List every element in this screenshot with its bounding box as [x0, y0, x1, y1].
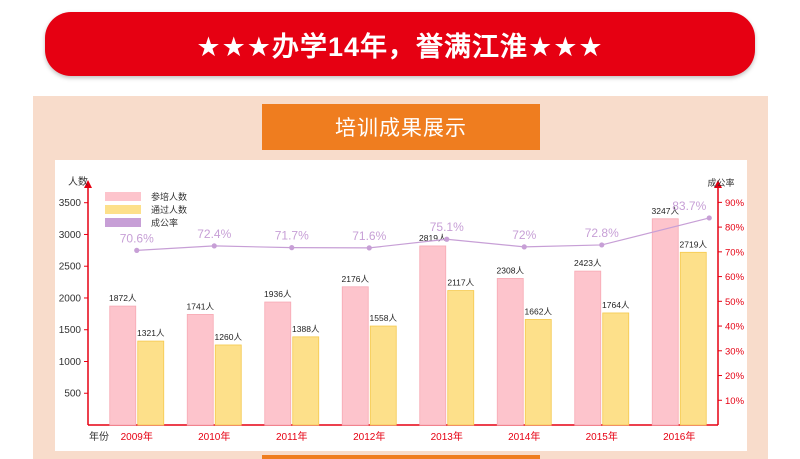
rate-point-label: 71.7% — [275, 229, 309, 243]
rate-point-label: 71.6% — [352, 229, 386, 243]
bar-pass-label: 1662人 — [525, 306, 553, 316]
rate-point-label: 70.6% — [120, 231, 154, 245]
bar-pass — [369, 325, 397, 426]
bar-pass-label: 1558人 — [370, 313, 398, 323]
bar-attend — [264, 301, 292, 426]
section-title-box: 培训成果展示 — [262, 104, 540, 150]
bar-pass — [679, 251, 707, 426]
bar-attend-label: 1741人 — [187, 301, 215, 311]
bar-attend-label: 2819人 — [419, 233, 447, 243]
legend-attend-label: 参培人数 — [151, 191, 187, 202]
legend-rate-swatch — [105, 218, 141, 227]
rate-point-label: 72.8% — [585, 226, 619, 240]
y-right-tick-label: 80% — [725, 223, 745, 234]
rate-point — [134, 247, 140, 253]
x-tick-label: 2014年 — [508, 430, 540, 443]
bar-pass-label: 1388人 — [292, 324, 320, 334]
legend-attend-swatch — [105, 192, 141, 201]
rate-point — [599, 242, 605, 248]
next-section-edge — [262, 455, 540, 459]
legend-pass-label: 通过人数 — [151, 204, 187, 215]
x-tick-label: 2016年 — [663, 430, 695, 443]
rate-point-label: 83.7% — [672, 199, 706, 213]
bar-attend-label: 1936人 — [264, 289, 292, 299]
rate-point — [444, 236, 450, 242]
bar-pass — [137, 340, 165, 426]
bar-attend — [651, 218, 679, 426]
bar-pass-label: 1321人 — [137, 328, 165, 338]
bar-attend-label: 2308人 — [497, 265, 525, 275]
y-left-tick-label: 3500 — [59, 198, 82, 209]
bar-attend-label: 3247人 — [652, 206, 680, 216]
bar-pass — [602, 312, 630, 426]
y-right-tick-label: 50% — [725, 297, 745, 308]
right-axis-arrow — [714, 180, 722, 188]
y-left-tick-label: 1000 — [59, 357, 82, 368]
y-right-tick-label: 60% — [725, 272, 745, 283]
y-left-tick-label: 1500 — [59, 325, 82, 336]
y-right-axis-title: 成公率 — [707, 177, 734, 188]
y-left-tick-label: 2500 — [59, 262, 82, 273]
section-title: 培训成果展示 — [335, 117, 467, 140]
rate-point — [211, 243, 217, 249]
bar-pass — [292, 336, 320, 426]
banner-title: ★★★办学14年，誉满江淮★★★ — [196, 31, 604, 62]
legend-pass-swatch — [105, 205, 141, 214]
bar-attend — [574, 270, 602, 426]
bar-pass-label: 2117人 — [447, 278, 474, 288]
bar-attend-label: 1872人 — [109, 293, 137, 303]
y-right-tick-label: 40% — [725, 322, 745, 333]
rate-point — [521, 244, 527, 250]
bar-attend — [109, 305, 137, 426]
chart-container: 人数 成公率 年份 500 1000 1500 2000 2500 3000 3500 10% 20%… — [55, 160, 747, 451]
bar-attend — [341, 286, 369, 426]
x-tick-label: 2013年 — [431, 430, 463, 443]
rate-point — [366, 245, 372, 251]
y-right-tick-label: 90% — [725, 198, 745, 209]
x-tick-label: 2012年 — [353, 430, 385, 443]
legend-rate-label: 成公率 — [151, 217, 178, 228]
y-right-tick-label: 20% — [725, 371, 745, 382]
y-left-axis-title: 人数 — [68, 175, 88, 188]
x-tick-label: 2009年 — [121, 430, 153, 443]
rate-point-label: 72.4% — [197, 227, 231, 241]
bar-pass — [447, 290, 475, 426]
left-axis-arrow — [84, 180, 92, 188]
bar-pass-label: 1764人 — [602, 300, 630, 310]
bar-attend-label: 2176人 — [342, 274, 370, 284]
rate-point-label: 72% — [512, 228, 536, 242]
y-left-tick-label: 2000 — [59, 293, 82, 304]
rate-point — [706, 215, 712, 221]
bar-pass-label: 1260人 — [215, 332, 243, 342]
bar-pass — [524, 319, 552, 426]
x-tick-label: 2015年 — [586, 430, 618, 443]
y-right-tick-label: 30% — [725, 346, 745, 357]
header-banner: ★★★办学14年，誉满江淮★★★ — [45, 12, 755, 76]
bar-pass — [214, 344, 242, 426]
bar-pass-label: 2719人 — [680, 239, 708, 249]
x-tick-label: 2010年 — [198, 430, 230, 443]
bar-attend — [186, 314, 214, 426]
x-tick-label: 2011年 — [276, 430, 308, 443]
bar-attend-label: 2423人 — [574, 258, 602, 268]
rate-point-label: 75.1% — [430, 220, 464, 234]
x-axis-title: 年份 — [89, 430, 109, 443]
y-left-tick-label: 500 — [64, 389, 81, 400]
y-left-tick-label: 3000 — [59, 230, 82, 241]
rate-point — [289, 245, 295, 251]
rate-line — [136, 217, 710, 251]
y-right-tick-label: 10% — [725, 396, 745, 407]
bar-attend — [419, 245, 447, 426]
y-right-tick-label: 70% — [725, 247, 745, 258]
bar-attend — [496, 278, 524, 426]
training-results-chart: 人数 成公率年份50010001500200025003000350010%20%… — [59, 175, 745, 443]
